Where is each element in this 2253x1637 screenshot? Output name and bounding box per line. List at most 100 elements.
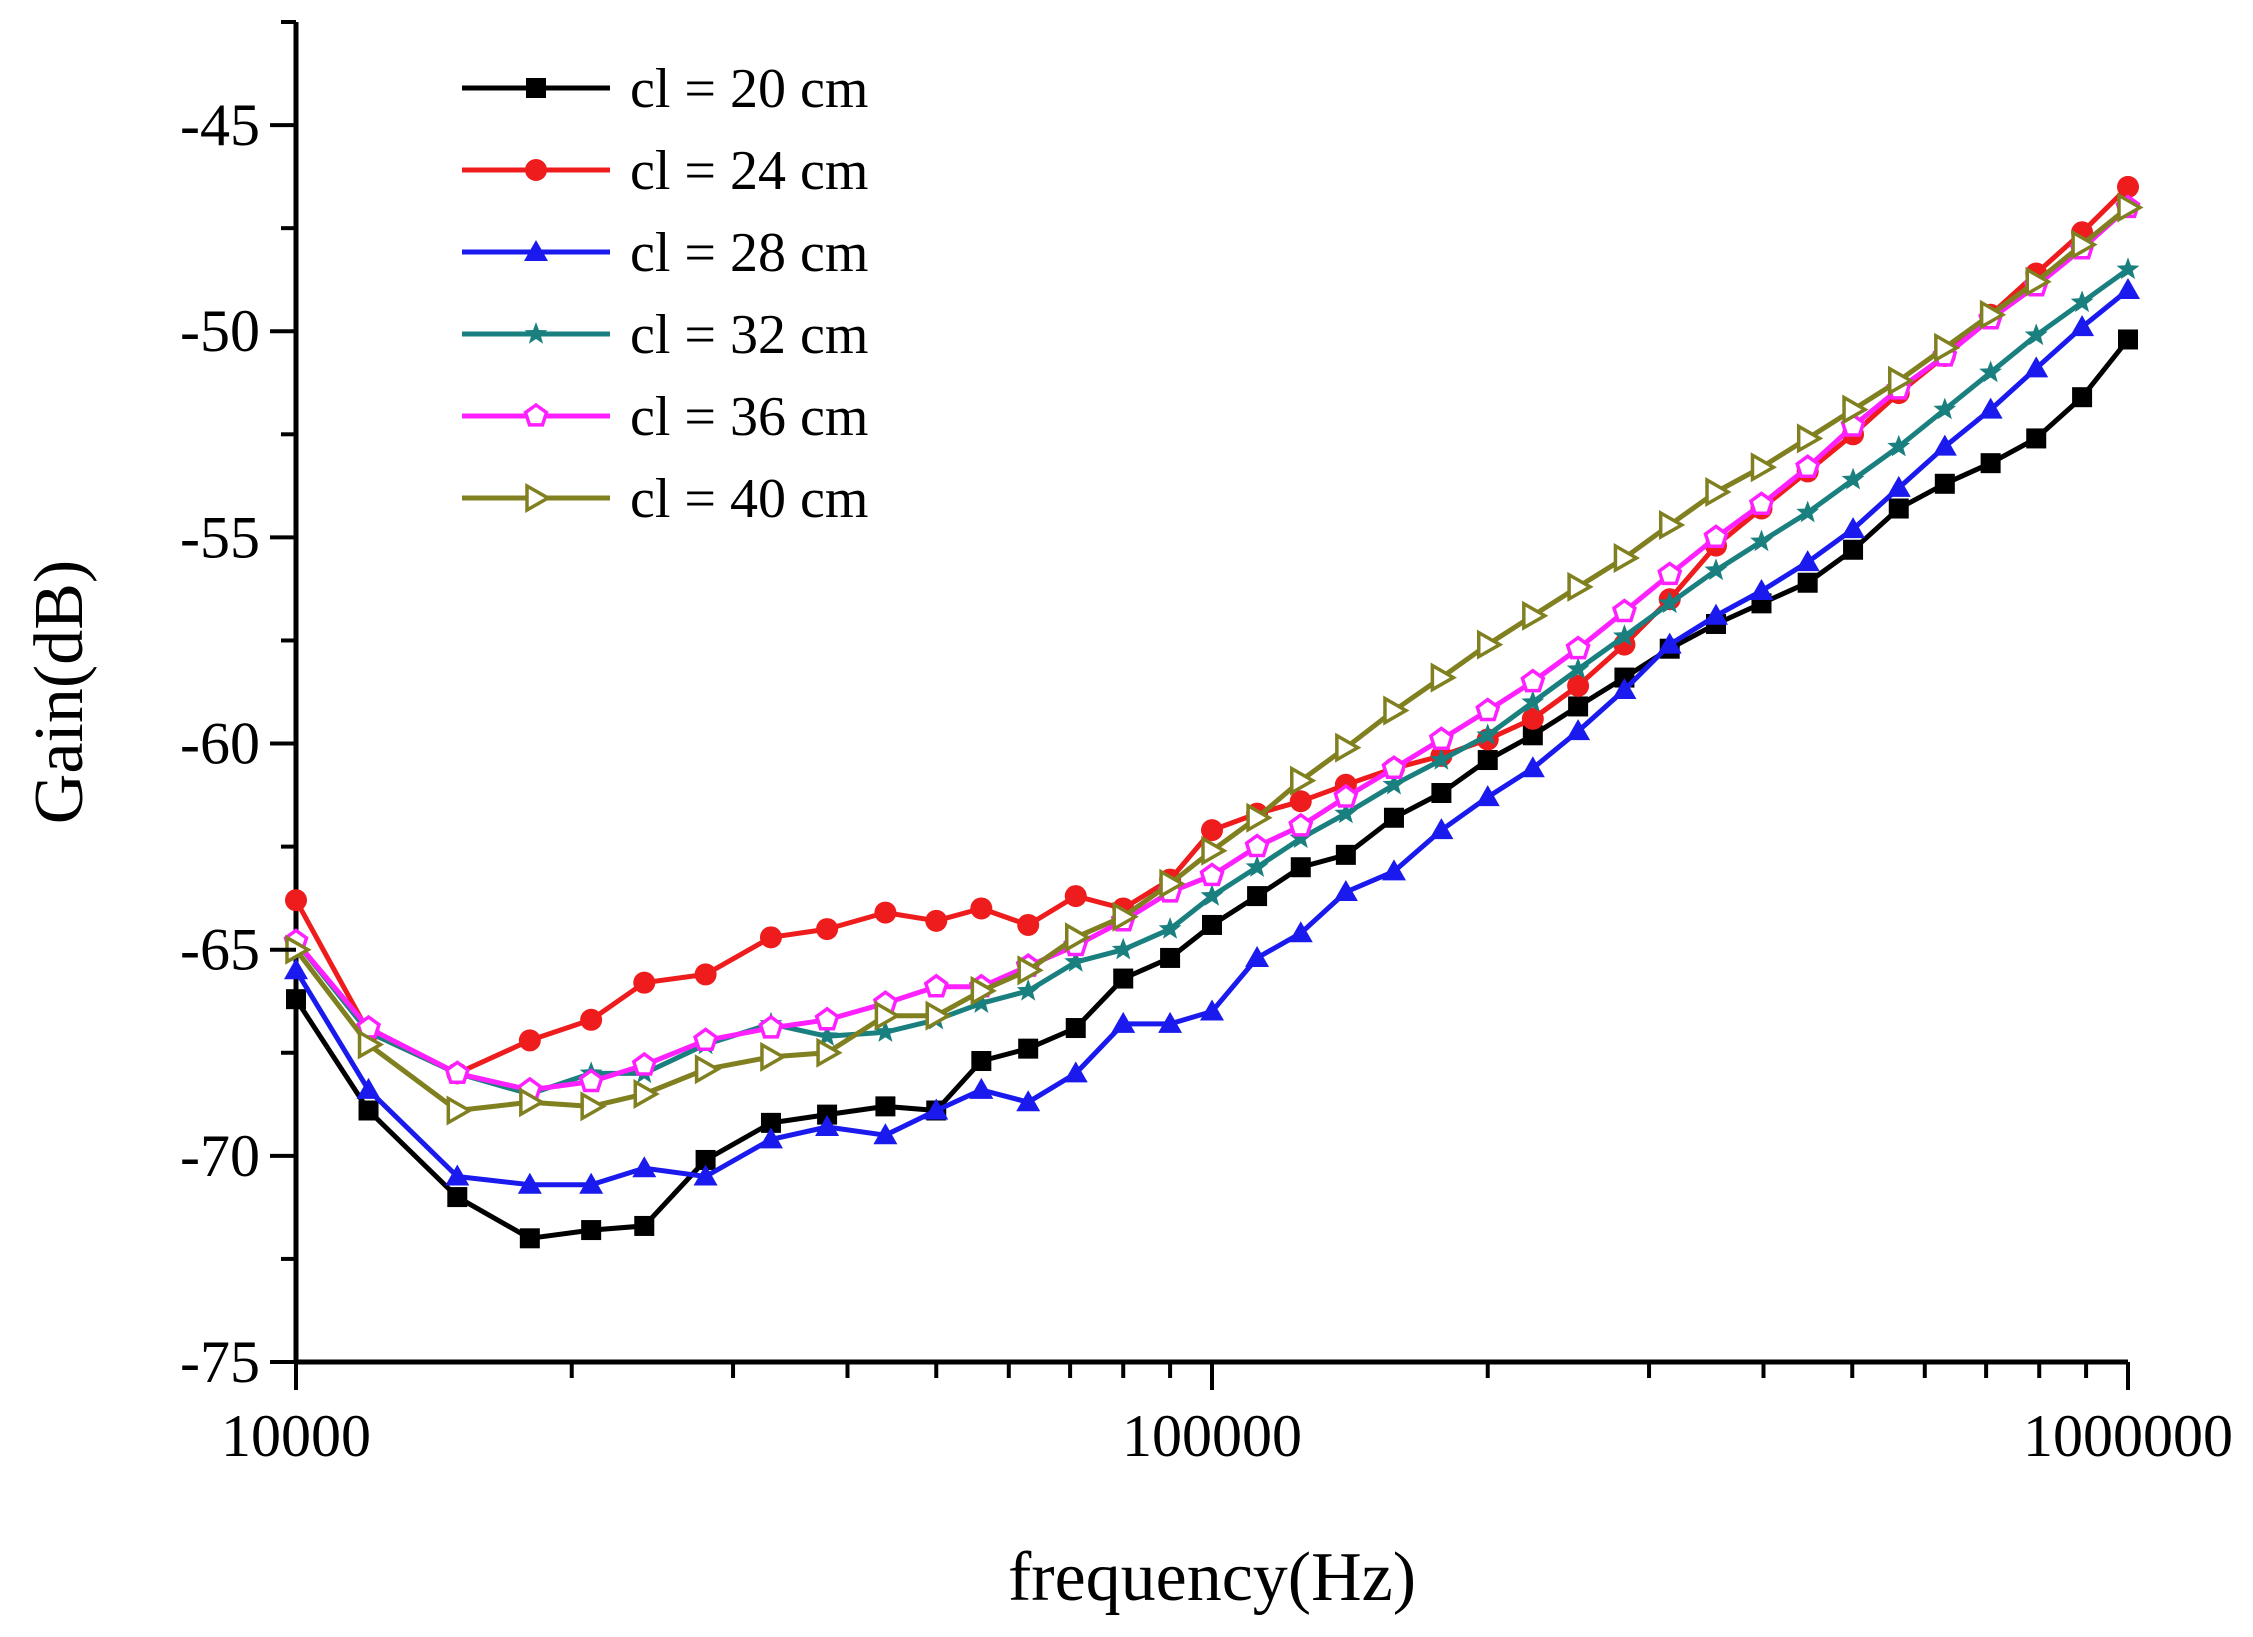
circle-marker (1289, 790, 1312, 813)
legend-item: cl = 40 cm (462, 468, 868, 530)
triangle-right-marker (760, 1041, 787, 1072)
star-marker (2070, 290, 2094, 313)
y-tick-label: -50 (180, 298, 260, 364)
triangle-up-marker (1288, 921, 1313, 943)
legend: cl = 20 cm cl = 24 cm cl = 28 cm cl = 32 cm… (462, 58, 868, 530)
x-tick-label: 100000 (1122, 1403, 1302, 1469)
star-marker (1200, 884, 1224, 906)
triangle-up-marker (1475, 785, 1500, 807)
triangle-right-marker (1246, 802, 1273, 833)
star-marker (1750, 529, 1773, 552)
square-marker (1065, 1018, 1086, 1039)
star-marker (1841, 467, 1865, 490)
star-marker (1064, 950, 1088, 972)
series-cl-28-cm (284, 278, 2140, 1194)
circle-marker (285, 889, 307, 912)
circle-marker (874, 901, 897, 924)
square-marker (1477, 750, 1498, 771)
square-marker (1431, 783, 1452, 804)
star-marker (1430, 748, 1453, 770)
triangle-up-marker (632, 1156, 657, 1178)
pentagon-marker (578, 1068, 604, 1093)
triangle-right-marker (1290, 765, 1317, 796)
series-line (293, 185, 2130, 1076)
square-marker (1522, 725, 1543, 746)
square-marker (526, 78, 546, 98)
triangle-up-marker (1978, 397, 2003, 419)
legend-item: cl = 32 cm (462, 304, 868, 366)
series-cl-24-cm (285, 175, 2139, 1085)
triangle-right-marker (580, 1091, 607, 1122)
legend-label: cl = 20 cm (630, 58, 868, 120)
series-line (294, 205, 2130, 1093)
square-marker (1797, 572, 1818, 593)
star-marker (1796, 500, 1820, 523)
triangle-right-marker (1522, 600, 1549, 631)
square-marker (1888, 498, 1909, 519)
star-marker (874, 1020, 897, 1042)
triangle-right-marker (1476, 629, 1504, 660)
triangle-right-marker (874, 1000, 901, 1031)
x-axis-title: frequency(Hz) (1008, 1539, 1416, 1616)
pentagon-marker (1795, 454, 1821, 478)
circle-marker (925, 909, 948, 932)
triangle-up-marker (924, 1098, 949, 1120)
pentagon-marker (693, 1027, 719, 1052)
triangle-right-marker (925, 1000, 952, 1031)
legend-item: cl = 20 cm (462, 58, 868, 120)
triangle-up-marker (2070, 315, 2095, 337)
triangle-right-marker (1613, 542, 1640, 574)
circle-marker (633, 971, 656, 994)
series-line (294, 205, 2130, 1113)
y-tick-label: -45 (180, 92, 260, 158)
y-tick-label: -55 (180, 504, 260, 570)
star-marker (2116, 257, 2140, 280)
pentagon-marker (1381, 755, 1407, 779)
triangle-right-marker (1383, 695, 1410, 726)
triangle-right-marker (633, 1078, 660, 1110)
triangle-right-marker (2117, 192, 2144, 223)
triangle-right-marker (1335, 732, 1362, 763)
pentagon-marker (1703, 524, 1729, 549)
pentagon-marker (1565, 635, 1591, 660)
triangle-up-marker (1612, 677, 1637, 699)
square-marker (2026, 428, 2047, 449)
star-marker (1658, 591, 1682, 614)
star-marker (1887, 434, 1911, 457)
triangle-up-marker (1886, 475, 1911, 497)
triangle-right-marker (1017, 955, 1044, 986)
series-cl-32-cm (284, 257, 2140, 1104)
pentagon-marker (1520, 668, 1546, 693)
triangle-right-marker (2025, 266, 2052, 297)
triangle-up-marker (2024, 356, 2049, 378)
triangle-right-marker (1430, 662, 1457, 693)
circle-marker (759, 926, 782, 949)
triangle-right-marker (1842, 394, 1869, 425)
pentagon-marker (631, 1051, 657, 1076)
star-marker (1158, 917, 1182, 939)
triangle-up-marker (445, 1164, 470, 1186)
legend-label: cl = 28 cm (630, 222, 868, 284)
square-marker (1290, 857, 1311, 878)
pentagon-marker (758, 1014, 784, 1039)
square-marker (286, 989, 306, 1010)
pentagon-marker (1333, 783, 1359, 808)
axis-ticks: -75 -70 -65 -60 -55 -50 -45 10000 100000 1000000 (180, 20, 2233, 1469)
triangle-right-marker (357, 1029, 385, 1060)
star-marker (1566, 657, 1590, 679)
triangle-up-marker (693, 1164, 718, 1186)
triangle-up-marker (1520, 756, 1545, 778)
x-tick-label: 10000 (221, 1403, 371, 1469)
triangle-up-marker (815, 1114, 840, 1136)
x-tick-label: 1000000 (2023, 1403, 2233, 1469)
star-marker (1382, 772, 1406, 795)
square-marker (1335, 844, 1356, 865)
star-marker (1521, 690, 1545, 712)
triangle-up-marker (1016, 1090, 1041, 1112)
triangle-right-marker (519, 1087, 546, 1118)
pentagon-marker (1657, 561, 1683, 586)
square-marker (447, 1187, 468, 1208)
star-marker (1016, 978, 1040, 1001)
triangle-right-marker (2071, 229, 2098, 260)
